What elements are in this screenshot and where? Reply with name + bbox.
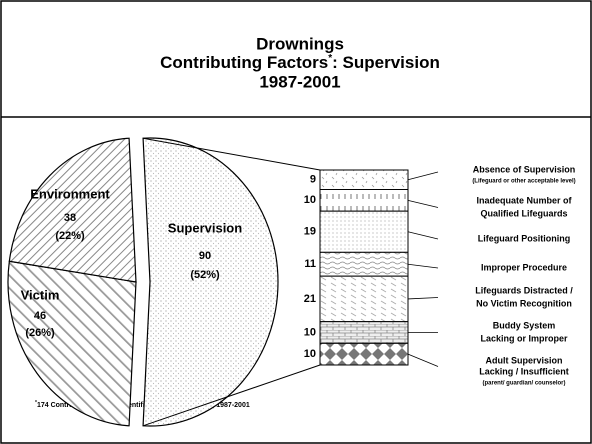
segment-note: (parent/ guardian/ counselor) [482, 381, 565, 387]
title-line: 1987-2001 [259, 72, 340, 91]
segment-label: Lifeguards Distracted / [475, 285, 573, 295]
segment-label: Buddy System [493, 320, 556, 330]
leader-line [407, 297, 439, 300]
title-line: Contributing Factors*: Supervision [160, 53, 440, 73]
segment-value: 10 [304, 348, 316, 360]
segment-label: No Victim Recognition [476, 298, 572, 308]
segment-label: Adult Supervision [485, 355, 562, 365]
segment-label: Lifeguard Positioning [478, 233, 571, 243]
segment-value: 11 [304, 258, 316, 270]
segment-note: (Lifeguard or other acceptable level) [472, 179, 575, 185]
footnote-mark: * [35, 400, 37, 406]
segment-value: 9 [310, 174, 316, 186]
segment-value: 21 [304, 293, 316, 305]
segment-value: 19 [304, 226, 316, 238]
segment-value: 10 [304, 194, 316, 206]
segment-label: Lacking or Improper [480, 333, 568, 343]
leader-line [407, 231, 439, 240]
segment-label: Absence of Supervision [473, 164, 576, 174]
breakdown-segment [319, 251, 409, 277]
leader-line [407, 263, 439, 269]
slice-value: 46 [34, 310, 46, 322]
pie-slice [142, 137, 279, 427]
slice-value: 90 [199, 250, 211, 262]
connector [142, 137, 321, 171]
breakdown-segment [319, 342, 409, 366]
leader-line [407, 171, 439, 181]
title-line: Drownings [256, 34, 344, 53]
slice-label: Environment [30, 186, 110, 201]
breakdown-segment [319, 321, 409, 344]
connector [142, 364, 321, 427]
breakdown-segment [319, 275, 409, 323]
segment-label: Inadequate Number of [476, 195, 572, 205]
title-part: : Supervision [332, 53, 440, 72]
slice-value: 38 [64, 212, 76, 224]
leader-line [407, 353, 439, 367]
slice-label: Supervision [168, 220, 242, 235]
footnote-text: 174 Contributing Factors Identified in 1… [37, 402, 250, 409]
breakdown-segment [319, 210, 409, 253]
segment-value: 10 [304, 326, 316, 338]
segment-label: Qualified Lifeguards [480, 208, 567, 218]
slice-percent: (52%) [190, 269, 220, 281]
slice-label: Victim [21, 287, 60, 302]
slice-percent: (26%) [25, 327, 55, 339]
breakdown-segment [319, 169, 409, 190]
breakdown-segment [319, 189, 409, 212]
leader-line [407, 199, 439, 208]
footnote: *174 Contributing Factors Identified in … [35, 400, 250, 409]
slice-percent: (22%) [55, 230, 85, 242]
title-mark: * [328, 53, 332, 64]
pie-slice [8, 137, 137, 283]
pie-slice [7, 260, 137, 427]
title-part: Contributing Factors [160, 53, 328, 72]
segment-label: Lacking / Insufficient [479, 366, 569, 376]
segment-label: Improper Procedure [481, 262, 567, 272]
